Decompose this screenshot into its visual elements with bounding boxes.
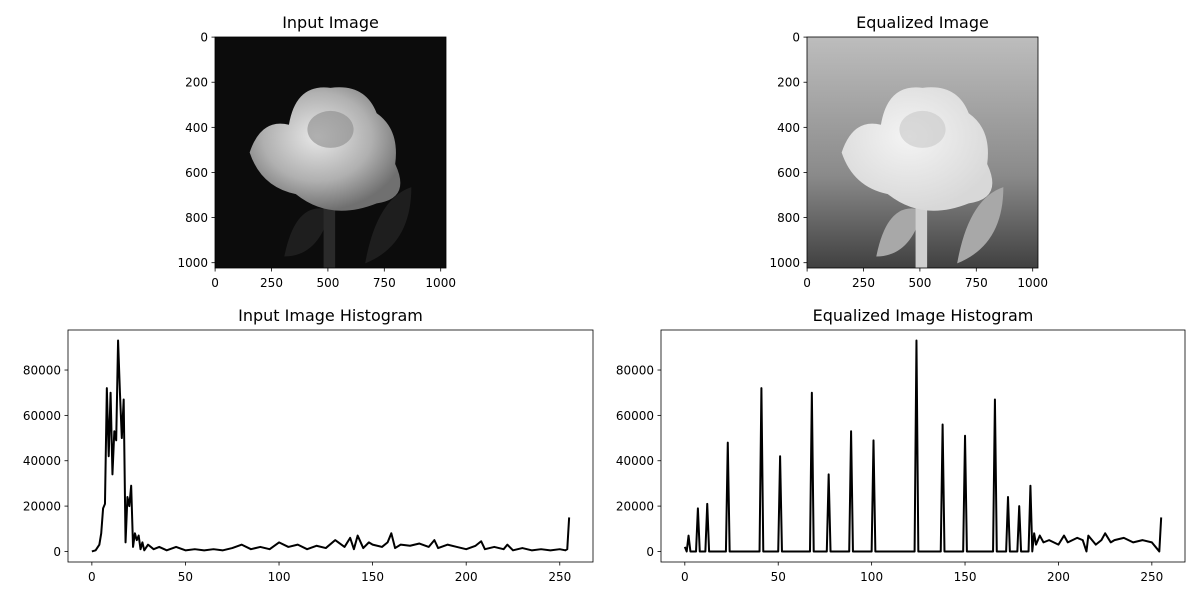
y-tick-label: 80000 (616, 364, 654, 378)
axes-frame (214, 36, 447, 269)
x-tick-label: 200 (1047, 570, 1070, 584)
x-tick-label: 500 (908, 276, 931, 290)
x-tick-label: 1000 (1017, 276, 1048, 290)
x-tick-label: 500 (316, 276, 339, 290)
y-tick-label: 0 (53, 545, 61, 559)
x-tick-label: 200 (455, 570, 478, 584)
y-tick-label: 200 (777, 76, 800, 90)
y-tick-label: 0 (200, 31, 208, 45)
x-tick-label: 250 (852, 276, 875, 290)
x-tick-label: 150 (954, 570, 977, 584)
leaves (876, 187, 1004, 264)
x-tick-label: 250 (1140, 570, 1163, 584)
y-tick-label: 20000 (23, 500, 61, 514)
subplot: 0 250 500 750 100002004006008001000Equalized… (769, 13, 1048, 290)
histogram-line (91, 339, 571, 553)
y-tick-label: 60000 (616, 409, 654, 423)
rose-center (307, 110, 354, 148)
y-tick-label: 40000 (23, 454, 61, 468)
axes-frame (67, 329, 594, 563)
histogram-line (683, 339, 1163, 553)
y-tick-label: 1000 (769, 256, 800, 270)
axes-frame (806, 36, 1039, 269)
subplot-title: Input Image Histogram (238, 306, 423, 325)
subplot: 0 50 100 150 200 250 0 20000 40000 60000 80000 Inpu… (23, 306, 594, 584)
stem (323, 203, 336, 268)
x-tick-label: 750 (965, 276, 988, 290)
y-tick-label: 800 (777, 211, 800, 225)
x-tick-label: 0 (803, 276, 811, 290)
y-tick-label: 600 (185, 166, 208, 180)
x-tick-label: 0 (88, 570, 96, 584)
leaves (284, 187, 412, 264)
y-tick-label: 1000 (177, 256, 208, 270)
x-tick-label: 100 (268, 570, 291, 584)
y-tick-label: 20000 (616, 500, 654, 514)
y-tick-label: 0 (792, 31, 800, 45)
y-tick-label: 60000 (23, 409, 61, 423)
y-tick-label: 80000 (23, 364, 61, 378)
subplot-title: Equalized Image Histogram (813, 306, 1034, 325)
y-tick-label: 600 (777, 166, 800, 180)
y-tick-label: 200 (185, 76, 208, 90)
x-tick-label: 100 (860, 570, 883, 584)
subplot: 0 50 100 150 200 250 0 20000 40000 60000 80000 Equa… (616, 306, 1186, 584)
y-tick-label: 40000 (616, 454, 654, 468)
y-tick-label: 400 (185, 121, 208, 135)
image (807, 37, 1038, 268)
x-tick-label: 750 (373, 276, 396, 290)
axes-frame (660, 329, 1186, 563)
x-tick-label: 0 (211, 276, 219, 290)
x-tick-label: 0 (681, 570, 689, 584)
x-tick-label: 250 (548, 570, 571, 584)
x-tick-label: 50 (771, 570, 786, 584)
stem (915, 203, 928, 268)
rose-center (899, 110, 946, 148)
image (215, 37, 446, 268)
y-tick-label: 0 (646, 545, 654, 559)
y-tick-label: 800 (185, 211, 208, 225)
y-tick-label: 400 (777, 121, 800, 135)
x-tick-label: 150 (361, 570, 384, 584)
subplot-title: Equalized Image (856, 13, 989, 32)
x-tick-label: 50 (178, 570, 193, 584)
x-tick-label: 1000 (425, 276, 456, 290)
rose (841, 87, 993, 211)
subplot-title: Input Image (282, 13, 379, 32)
rose (249, 87, 401, 211)
x-tick-label: 250 (260, 276, 283, 290)
